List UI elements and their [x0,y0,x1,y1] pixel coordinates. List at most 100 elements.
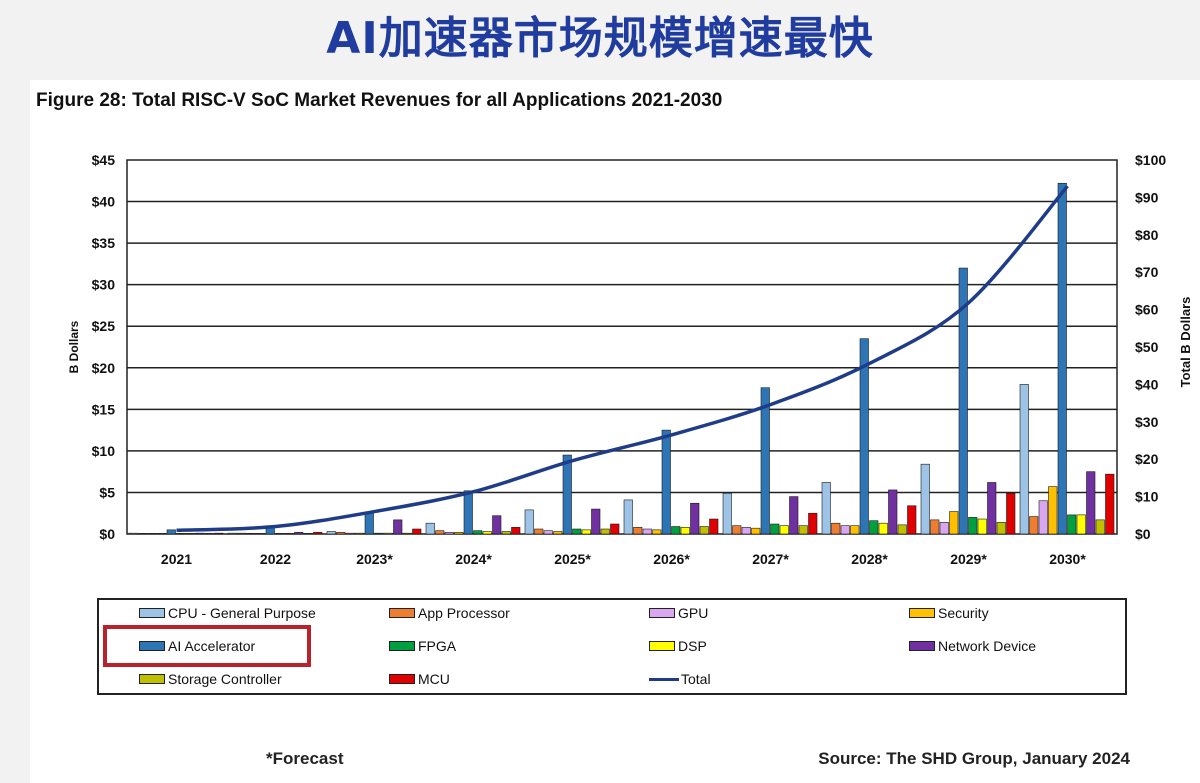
y-tick-label: $20 [92,360,116,376]
legend-swatch [389,641,415,651]
x-tick-label: 2023* [356,551,393,567]
bar [722,492,732,535]
y-right-tick-label: $30 [1135,414,1159,430]
legend-line-swatch [649,677,679,681]
bar [732,525,742,535]
bar [789,496,799,535]
bar [157,533,167,535]
legend-swatch [389,674,415,684]
bar [869,520,879,535]
bar [374,532,384,535]
legend-label: Storage Controller [168,671,282,687]
y-tick-label: $15 [92,401,116,417]
x-tick-label: 2029* [950,551,987,567]
legend-item: Network Device [909,638,1036,654]
y-right-tick-label: $60 [1135,302,1159,318]
legend-swatch [649,608,675,618]
bar [779,525,789,535]
bar [345,532,355,535]
bar [977,518,987,535]
x-tick-label: 2024* [455,551,492,567]
y-tick-label: $45 [92,152,116,168]
bar [1067,514,1077,535]
figure-title: Figure 28: Total RISC-V SoC Market Reven… [36,90,723,111]
legend-item: App Processor [389,605,510,621]
bar [214,532,224,535]
legend-label: GPU [678,605,709,621]
y-tick-label: $40 [92,194,116,210]
bar [633,527,643,535]
legend-swatch [909,641,935,651]
bar [534,528,544,535]
bar [859,338,869,535]
bar [176,533,186,535]
bar [996,522,1006,535]
bar [751,527,761,535]
bar [572,528,582,535]
bar [237,532,247,535]
legend-label: CPU - General Purpose [168,605,316,621]
plot-area [126,159,1118,535]
bar [326,531,336,535]
bar [642,528,652,535]
bar [831,522,841,535]
bar [671,526,681,535]
bar [591,508,601,535]
bar [246,533,256,535]
slide-title: AI加速器市场规模增速最快 [326,13,874,64]
bar [878,522,888,535]
legend-swatch [909,608,935,618]
bar [1029,516,1039,535]
bar [821,482,831,535]
bar [1057,182,1067,535]
bar [511,527,521,535]
total-line [176,185,1069,533]
bar [1038,500,1048,535]
bar [425,522,435,535]
y-right-tick-label: $0 [1135,526,1151,542]
bar [138,533,148,535]
y-right-tick-label: $10 [1135,489,1159,505]
bar [463,490,473,535]
bar [1076,514,1086,535]
bar [204,533,214,535]
bar [294,532,304,535]
bar [355,532,365,535]
legend-label: FPGA [418,638,457,654]
y-right-axis-label: Total B Dollars [1178,297,1193,388]
bar [185,533,195,535]
y-tick-label: $10 [92,443,116,459]
bar [524,509,534,535]
x-tick-label: 2027* [752,551,789,567]
bar [336,532,346,535]
x-tick-label: 2028* [851,551,888,567]
legend-item: MCU [389,671,450,687]
bar [1048,486,1058,535]
x-tick-label: 2025* [554,551,591,567]
x-tick-label: 2030* [1049,551,1086,567]
bar [610,523,620,535]
bar [492,515,502,535]
legend-label: Security [938,605,989,621]
bar [444,532,454,535]
y-right-tick-label: $100 [1135,152,1166,168]
ai-accelerator-highlight-box [103,625,311,667]
legend-label: MCU [418,671,450,687]
legend-label: App Processor [418,605,510,621]
bar [808,512,818,535]
bar [256,533,266,535]
chart-legend: CPU - General Purpose App Processor GPU Sec… [97,598,1127,695]
bar [147,533,157,535]
legend-item: Storage Controller [139,671,282,687]
bar [907,505,917,535]
bar [623,499,633,535]
legend-item: FPGA [389,638,456,654]
bar [501,531,511,535]
y-right-tick-label: $40 [1135,376,1159,392]
bar [284,533,294,535]
bar [1019,384,1029,535]
bar [473,530,483,535]
bar [581,529,591,535]
legend-swatch [139,608,165,618]
y-tick-label: $30 [92,277,116,293]
